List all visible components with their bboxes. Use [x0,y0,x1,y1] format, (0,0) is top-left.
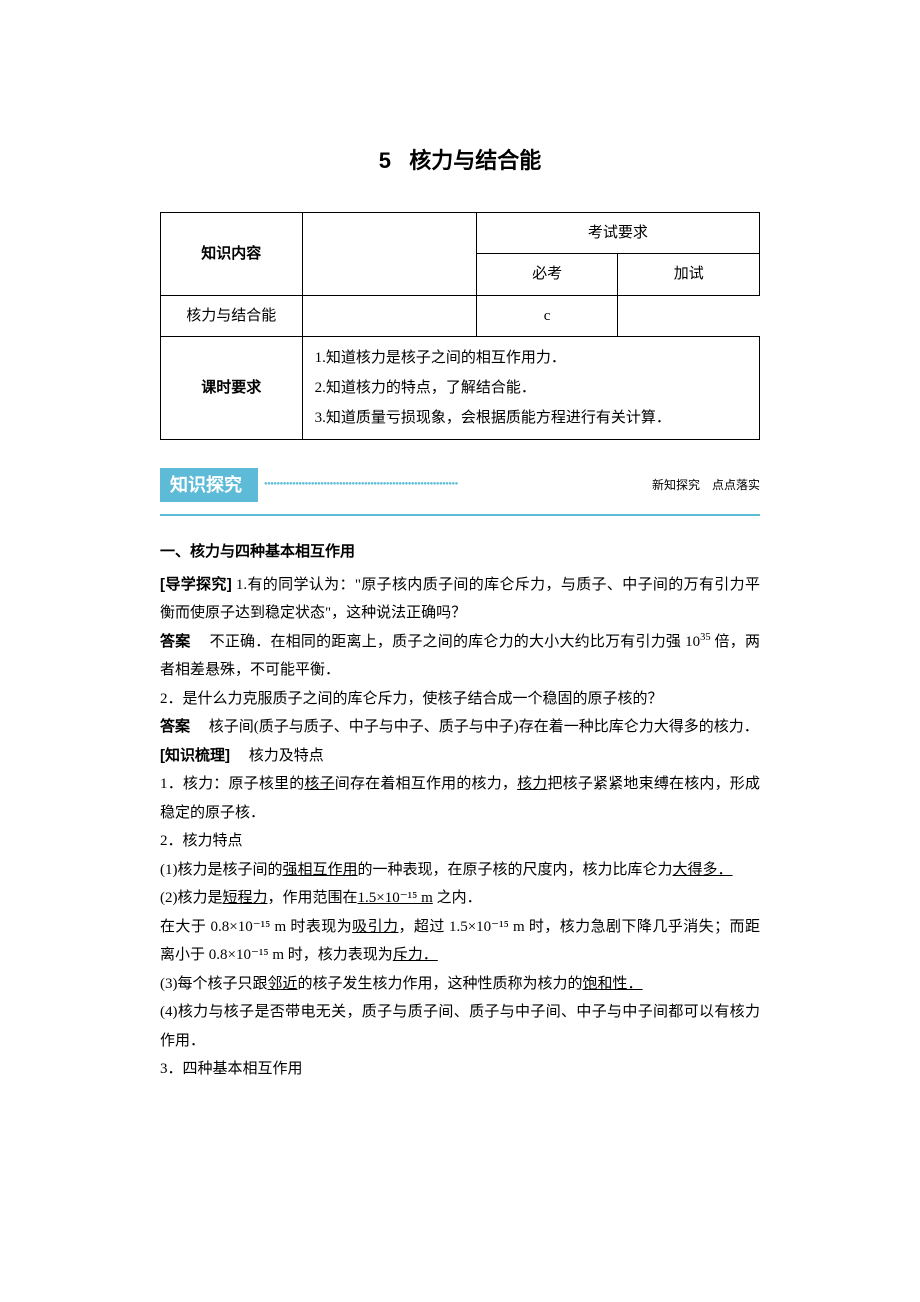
underlined-text: 斥力． [393,947,438,963]
text-run: (1)核力是核子间的 [160,862,283,878]
underlined-text: 吸引力 [352,919,398,935]
underlined-text: 核子 [304,776,334,792]
question-text: 1.有的同学认为："原子核内质子间的库仑斥力，与质子、中子间的万有引力平衡而使原… [160,577,760,622]
requirements-cell: 1.知道核力是核子之间的相互作用力． 2.知道核力的特点，了解结合能． 3.知道… [302,337,759,440]
page-title: 5 核力与结合能 [160,140,760,182]
answer-body: 核子间(质子与质子、中子与中子、质子与中子)存在着一种比库仑力大得多的核力． [209,719,759,735]
answer-label: 答案 [160,633,190,650]
paragraph: 答案 核子间(质子与质子、中子与中子、质子与中子)存在着一种比库仑力大得多的核力… [160,713,760,742]
answer-label: 答案 [160,718,190,735]
text-run: 间存在着相互作用的核力， [335,776,517,792]
exponent: 35 [700,632,711,643]
table-row: 课时要求 1.知道核力是核子之间的相互作用力． 2.知道核力的特点，了解结合能．… [161,337,760,440]
paragraph: 2．核力特点 [160,827,760,856]
info-table: 知识内容 考试要求 必考 加试 核力与结合能 c 课时要求 1.知道核力是核子之… [160,212,760,441]
text-run: 1．核力：原子核里的 [160,776,304,792]
table-row: 核力与结合能 c [161,295,760,337]
title-text: 核力与结合能 [409,148,541,173]
paragraph: 3．四种基本相互作用 [160,1055,760,1084]
text-run: ，作用范围在 [268,890,358,906]
text-run: 的一种表现，在原子核的尺度内，核力比库仑力 [358,862,673,878]
paragraph: (3)每个核子只跟邻近的核子发生核力作用，这种性质称为核力的饱和性． [160,970,760,999]
req-line: 3.知道质量亏损现象，会根据质能方程进行有关计算． [315,403,751,433]
underlined-text: 邻近 [268,976,298,992]
banner-subtitle: 新知探究 点点落实 [652,474,760,497]
text-run: 在大于 0.8×10⁻¹⁵ m 时表现为 [160,919,352,935]
summary-title: 核力及特点 [234,748,324,764]
section-banner: 知识探究 ● ● ● ● ● ● ● ● ● ● ● ● ● ● ● ● ● ●… [160,468,760,502]
topic-required-cell [302,295,476,337]
text-run: (2)核力是 [160,890,223,906]
paragraph: (1)核力是核子间的强相互作用的一种表现，在原子核的尺度内，核力比库仑力大得多． [160,856,760,885]
summary-title-text: 核力及特点 [249,748,324,764]
lesson-req-label: 课时要求 [161,337,303,440]
paragraph: (2)核力是短程力，作用范围在1.5×10⁻¹⁵ m 之内． [160,884,760,913]
empty-cell [302,212,476,295]
banner-underline [160,514,760,516]
paragraph: [导学探究] 1.有的同学认为："原子核内质子间的库仑斥力，与质子、中子间的万有… [160,571,760,628]
title-number: 5 [379,148,391,173]
topic-cell: 核力与结合能 [161,295,303,337]
banner-title: 知识探究 [160,468,258,502]
underlined-text: 饱和性． [583,976,643,992]
req-line: 2.知道核力的特点，了解结合能． [315,373,751,403]
text-run: 之内． [437,890,482,906]
req-line: 1.知道核力是核子之间的相互作用力． [315,343,751,373]
text-run: 的核子发生核力作用，这种性质称为核力的 [298,976,583,992]
answer-pre: 不正确．在相同的距离上，质子之间的库仑力的大小大约比万有引力强 10 [210,634,700,650]
underlined-text: 大得多． [673,862,733,878]
paragraph: 答案 不正确．在相同的距离上，质子之间的库仑力的大小大约比万有引力强 1035 … [160,628,760,685]
section-heading: 一、核力与四种基本相互作用 [160,538,760,567]
underlined-text: 核力 [517,776,547,792]
answer-text: 不正确．在相同的距离上，质子之间的库仑力的大小大约比万有引力强 1035 倍，两… [160,634,760,679]
optional-header: 加试 [618,254,760,296]
knowledge-label: 知识内容 [161,212,303,295]
summary-label: [知识梳理] [160,747,230,764]
underlined-text: 1.5×10⁻¹⁵ m [358,890,433,906]
paragraph: (4)核力与核子是否带电无关，质子与质子间、质子与中子间、中子与中子间都可以有核… [160,998,760,1055]
paragraph: 1．核力：原子核里的核子间存在着相互作用的核力，核力把核子紧紧地束缚在核内，形成… [160,770,760,827]
table-row: 知识内容 考试要求 [161,212,760,254]
paragraph: 2．是什么力克服质子之间的库仑斥力，使核子结合成一个稳固的原子核的？ [160,685,760,714]
required-header: 必考 [476,254,618,296]
underlined-text: 强相互作用 [283,862,358,878]
paragraph: [知识梳理] 核力及特点 [160,742,760,771]
topic-optional-cell: c [476,295,618,337]
paragraph: 在大于 0.8×10⁻¹⁵ m 时表现为吸引力，超过 1.5×10⁻¹⁵ m 时… [160,913,760,970]
banner-dots: ● ● ● ● ● ● ● ● ● ● ● ● ● ● ● ● ● ● ● ● … [264,480,644,490]
underlined-text: 短程力 [223,890,268,906]
answer-text: 核子间(质子与质子、中子与中子、质子与中子)存在着一种比库仑力大得多的核力． [194,719,759,735]
text-run: (3)每个核子只跟 [160,976,268,992]
lead-label: [导学探究] [160,576,232,593]
exam-req-header: 考试要求 [476,212,759,254]
